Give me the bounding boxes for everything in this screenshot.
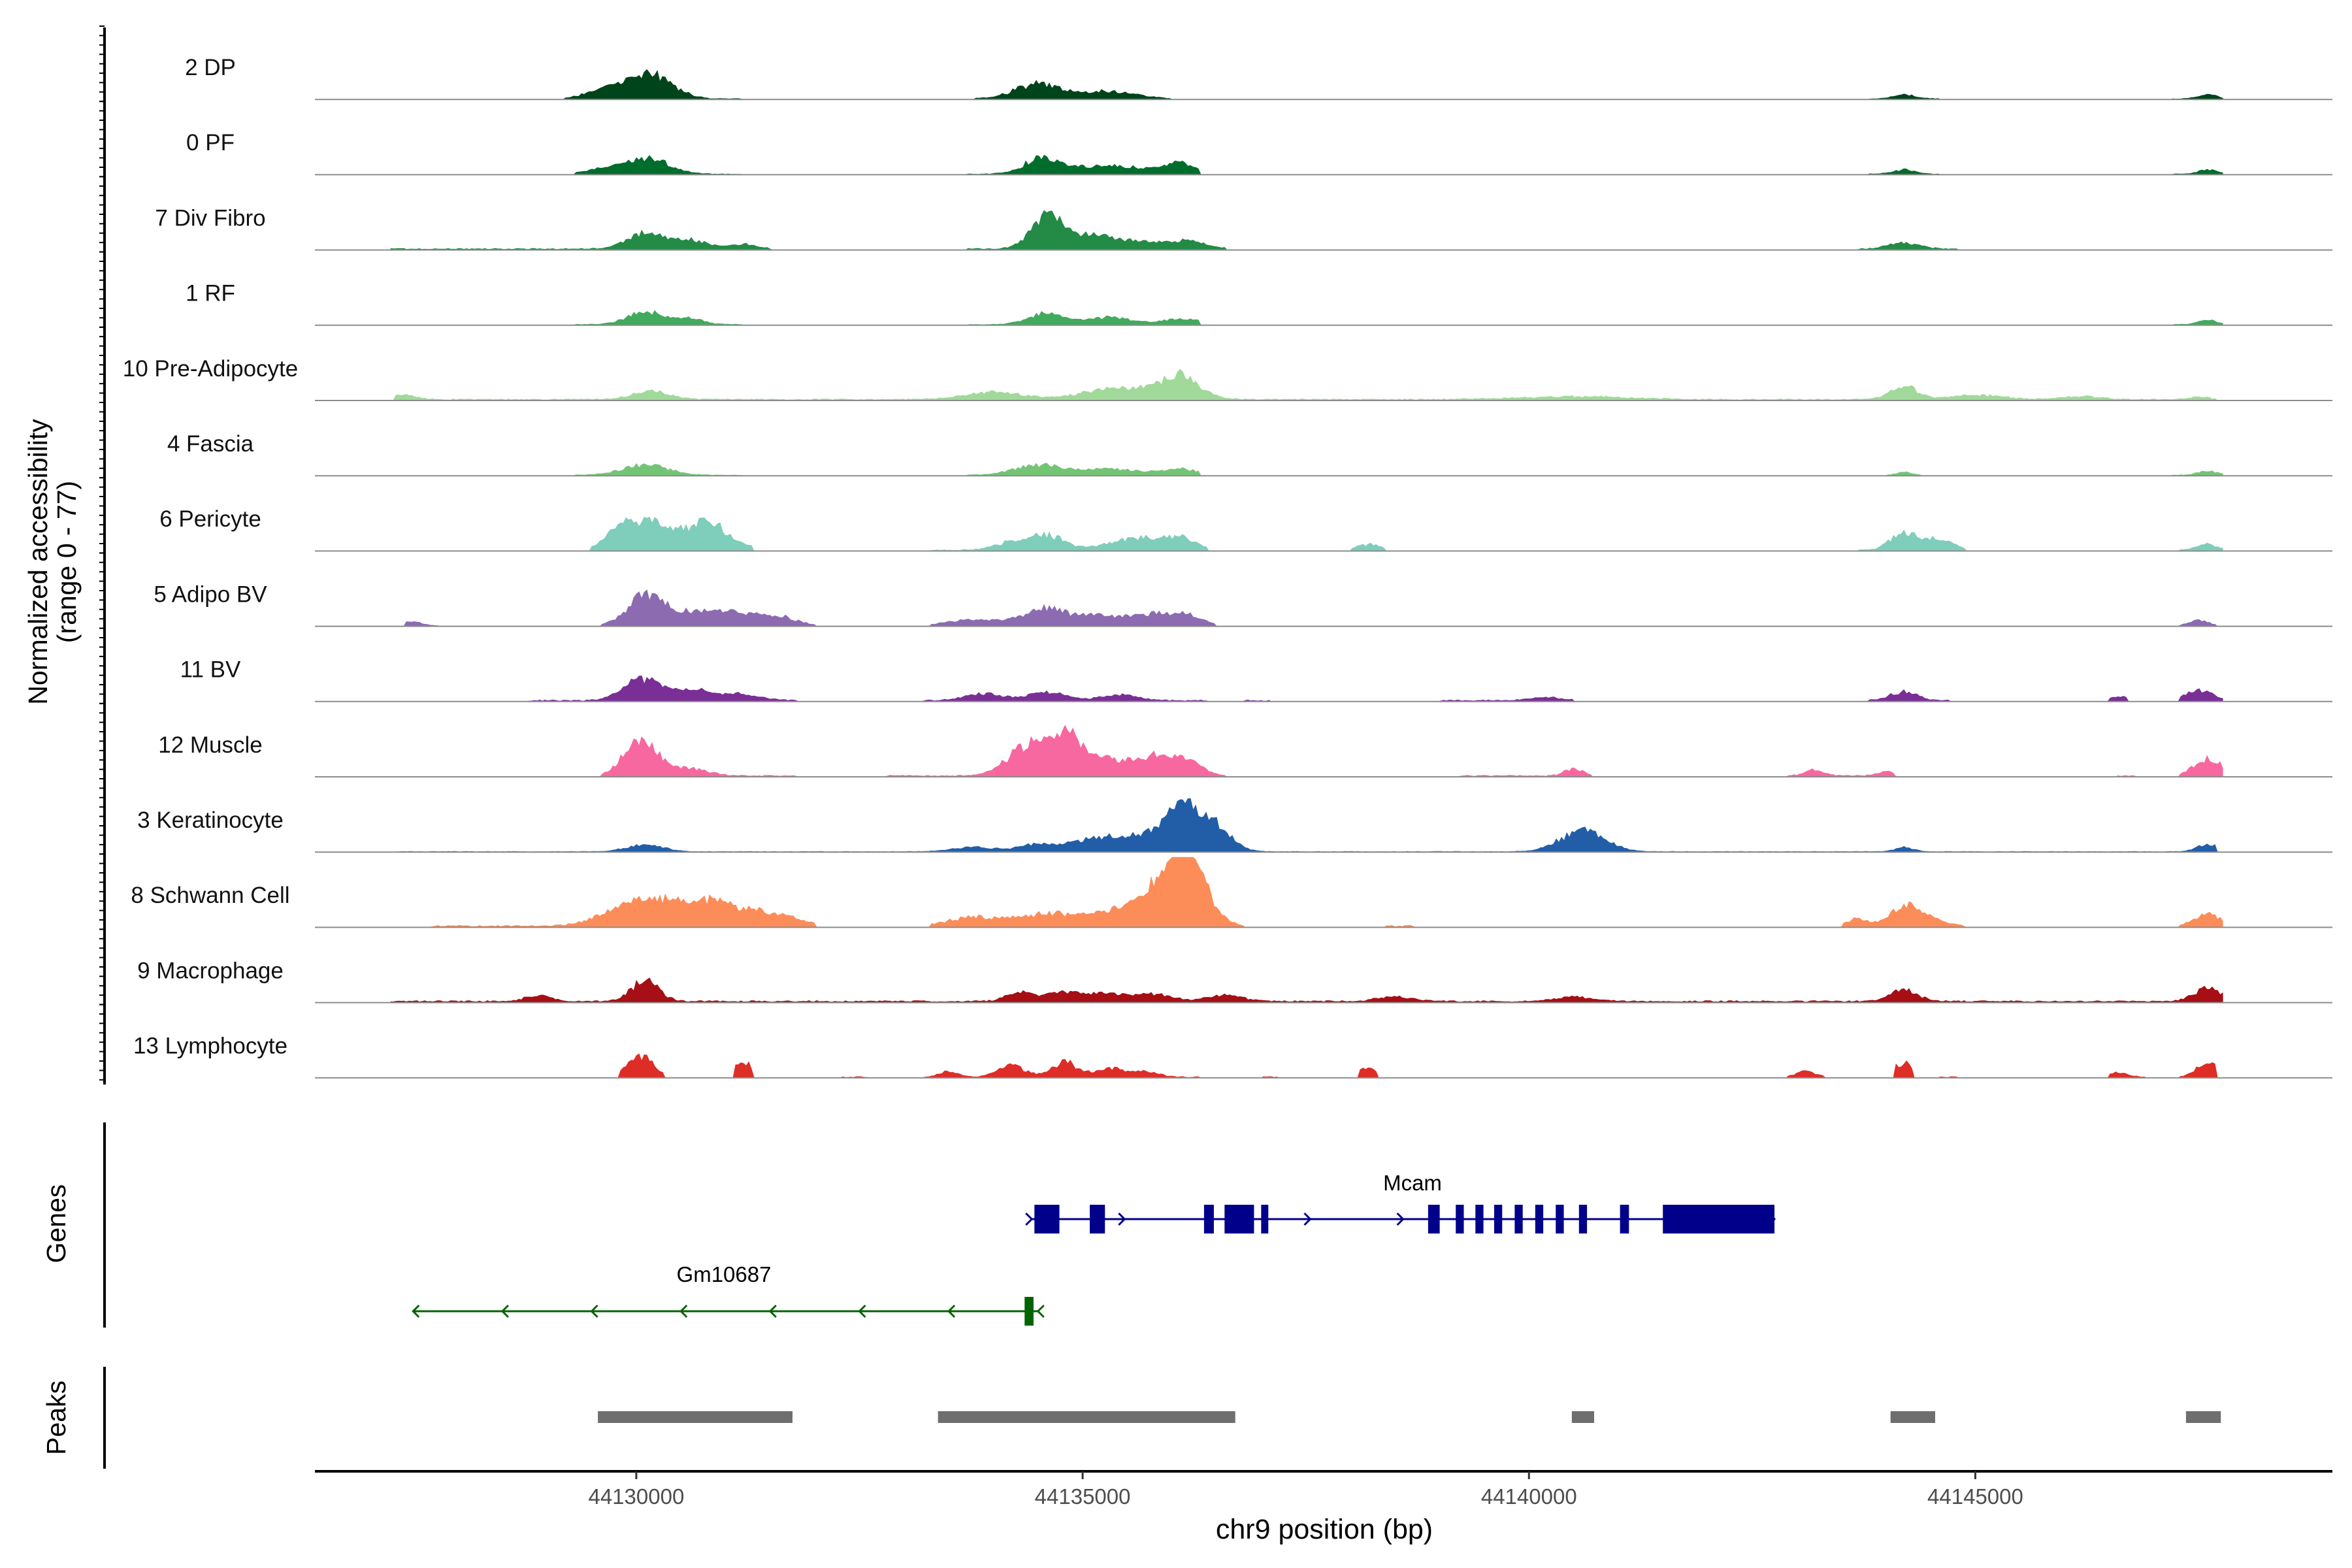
gene-track: Mcam Gm10687 — [103, 1122, 1776, 1328]
track-label: 8 Schwann Cell — [131, 883, 289, 908]
coverage-area-11-bv — [391, 675, 2223, 702]
coverage-area-7-div-fibro — [390, 210, 2223, 251]
coverage-area-13-lymphocyte — [391, 1053, 2223, 1079]
track-label: 6 Pericyte — [159, 506, 261, 532]
genes-y-label: Genes — [41, 1184, 71, 1264]
coverage-area-5-adipo-bv — [391, 589, 2223, 627]
coverage-y-label-range: (range 0 - 77) — [52, 481, 82, 643]
strand-arrow — [590, 1304, 598, 1318]
track-label: 2 DP — [185, 55, 236, 80]
exon — [1261, 1205, 1269, 1233]
exon — [1556, 1205, 1564, 1233]
track-label: 4 Fascia — [167, 431, 254, 457]
exon — [1034, 1205, 1060, 1233]
exon — [1663, 1205, 1775, 1233]
coverage-area-2-dp — [391, 69, 2223, 100]
strand-arrow — [858, 1304, 866, 1318]
coverage-y-label: Normalized accessibility — [23, 419, 53, 705]
strand-arrow — [500, 1304, 509, 1318]
exon — [1578, 1205, 1588, 1233]
coverage-area-12-muscle — [391, 725, 2223, 777]
exon — [1494, 1205, 1503, 1233]
peak-region — [598, 1411, 793, 1423]
strand-arrow — [1303, 1212, 1312, 1226]
peak-region — [938, 1411, 1235, 1423]
exon — [1024, 1297, 1034, 1326]
track-label: 7 Div Fibro — [155, 205, 265, 231]
exon — [1456, 1205, 1464, 1233]
exon — [1514, 1205, 1523, 1233]
coverage-area-9-macrophage — [390, 977, 2223, 1004]
x-tick-label: 44130000 — [588, 1484, 684, 1509]
strand-arrow — [1118, 1212, 1126, 1226]
track-label: 10 Pre-Adipocyte — [123, 356, 298, 382]
exon — [1535, 1205, 1544, 1233]
peak-region — [1571, 1411, 1595, 1423]
gene-label: Gm10687 — [677, 1262, 772, 1286]
coverage-area-4-fascia — [391, 463, 2223, 476]
peaks-y-label: Peaks — [41, 1380, 71, 1455]
strand-arrow — [947, 1304, 956, 1318]
track-label: 0 PF — [186, 130, 235, 155]
track-label: 5 Adipo BV — [154, 581, 267, 607]
coverage-area-10-pre-adipocyte — [391, 368, 2223, 401]
x-tick-label: 44140000 — [1481, 1484, 1577, 1509]
peak-region — [2185, 1411, 2221, 1423]
track-label: 12 Muscle — [158, 732, 263, 758]
coverage-tracks: 2 DP 0 PF 7 Div Fibro 1 RF 10 Pre-Adipocyte 4… — [99, 25, 2332, 1085]
strand-arrow — [412, 1304, 420, 1318]
track-label: 3 Keratinocyte — [137, 808, 284, 833]
strand-arrow — [679, 1304, 688, 1318]
coverage-area-1-rf — [391, 310, 2223, 326]
exon — [1475, 1205, 1484, 1233]
x-axis: 44130000 44135000 44140000 44145000 — [315, 1470, 2332, 1509]
strand-arrow — [1025, 1212, 1034, 1226]
track-label: 13 Lymphocyte — [133, 1034, 287, 1059]
track-label: 9 Macrophage — [137, 958, 284, 983]
peak-region — [1890, 1411, 1935, 1423]
strand-arrow — [768, 1304, 777, 1318]
coverage-area-0-pf — [391, 154, 2223, 175]
exon — [1090, 1205, 1105, 1233]
gene-mcam: Mcam — [1025, 1171, 1776, 1233]
exon — [1224, 1205, 1254, 1233]
gene-gm10687: Gm10687 — [412, 1262, 1045, 1326]
exon — [1428, 1205, 1440, 1233]
x-tick-label: 44145000 — [1927, 1484, 2023, 1509]
exon — [1620, 1205, 1629, 1233]
strand-arrow — [1036, 1304, 1045, 1318]
exon — [1203, 1205, 1214, 1233]
x-tick-label: 44135000 — [1035, 1484, 1131, 1509]
x-axis-label: chr9 position (bp) — [1216, 1514, 1433, 1545]
strand-arrow — [1396, 1212, 1405, 1226]
gene-label: Mcam — [1383, 1171, 1442, 1195]
track-label: 11 BV — [180, 657, 241, 683]
coverage-area-6-pericyte — [391, 516, 2223, 551]
coverage-area-3-keratinocyte — [391, 798, 2223, 853]
peak-track — [103, 1367, 2221, 1469]
coverage-area-8-schwann-cell — [391, 857, 2223, 928]
track-label: 1 RF — [186, 281, 235, 306]
